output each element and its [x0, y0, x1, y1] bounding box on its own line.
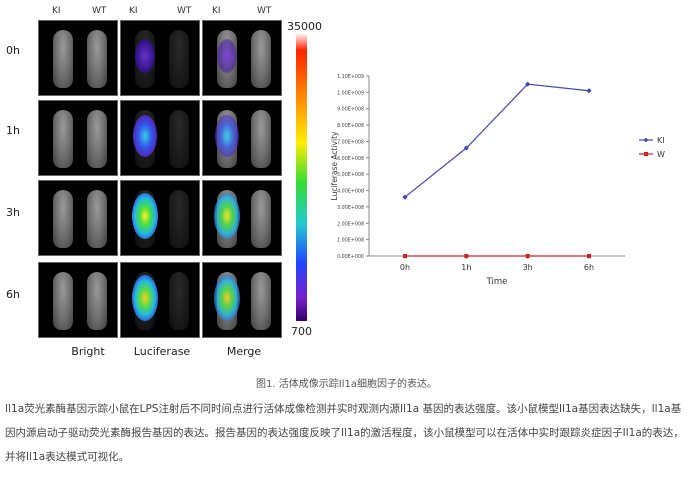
col-head-ki: KI — [212, 6, 221, 16]
y-tick-label: 1.00E+008 — [337, 238, 364, 244]
col-head-wt: WT — [177, 6, 192, 16]
luciferase-panel-1h — [120, 100, 200, 176]
merge-panel-6h — [202, 262, 282, 338]
legend-label-wt: WT — [657, 150, 665, 159]
scale-min-label: 700 — [291, 325, 312, 338]
merge-label: Merge — [226, 345, 262, 358]
luciferase-panel-3h — [120, 180, 200, 256]
bright-panel-6h — [38, 262, 118, 338]
col-head-wt: WT — [92, 6, 107, 16]
x-tick-label: 0h — [400, 263, 410, 272]
figure-panel: KI WT KI WT KI WT 0h 1h 3h 6h — [6, 6, 665, 358]
data-point-wt — [525, 254, 530, 258]
row-label-3h: 3h — [6, 206, 20, 219]
row-label-0h: 0h — [6, 44, 20, 57]
data-point-ki — [402, 194, 408, 200]
data-point-ki — [586, 88, 592, 94]
luciferase-label: Luciferase — [133, 345, 191, 358]
merge-panel-1h — [202, 100, 282, 176]
y-tick-label: 8.00E+008 — [337, 123, 364, 129]
col-head-wt: WT — [257, 6, 272, 16]
bright-panel-3h — [38, 180, 118, 256]
y-tick-label: 7.00E+008 — [337, 139, 364, 145]
bright-panel-0h — [38, 20, 118, 96]
y-axis-label: Luciferase Activity — [330, 131, 339, 200]
row-label-6h: 6h — [6, 288, 20, 301]
col-head-ki: KI — [52, 6, 61, 16]
col-head-ki: KI — [129, 6, 138, 16]
y-tick-label: 2.00E+008 — [337, 221, 364, 227]
y-tick-label: 4.00E+008 — [337, 189, 364, 195]
x-axis-label: Time — [486, 277, 508, 287]
merge-panel-0h — [202, 20, 282, 96]
data-point-wt — [587, 254, 591, 258]
luciferase-panel-6h — [120, 262, 200, 338]
x-tick-label: 3h — [523, 263, 533, 272]
y-tick-label: 9.00E+008 — [337, 107, 364, 113]
y-tick-label: 3.00E+008 — [337, 205, 364, 211]
y-tick-label: 0.00E+000 — [337, 254, 364, 260]
legend-marker-ki — [643, 137, 649, 143]
data-point-wt — [403, 254, 407, 258]
description-paragraph: Il1a荧光素酶基因示踪小鼠在LPS注射后不同时间点进行活体成像检测并实时观测内… — [5, 403, 684, 463]
row-label-1h: 1h — [6, 124, 20, 137]
bright-label: Bright — [71, 345, 105, 358]
figure-caption: 图1. 活体成像示踪Il1a细胞因子的表达。 — [256, 379, 437, 390]
x-tick-label: 6h — [584, 263, 594, 272]
y-tick-label: 1.10E+009 — [337, 74, 364, 80]
merge-panel-3h — [202, 180, 282, 256]
bright-panel-1h — [38, 100, 118, 176]
luciferase-panel-0h — [120, 20, 200, 96]
data-point-wt — [464, 254, 469, 258]
y-tick-label: 6.00E+008 — [337, 156, 364, 162]
y-tick-label: 1.00E+009 — [337, 90, 364, 96]
color-scale-bar — [296, 33, 307, 321]
series-line-ki — [404, 83, 590, 198]
legend-marker-wt — [644, 152, 648, 156]
scale-max-label: 35000 — [287, 20, 322, 33]
y-tick-label: 5.00E+008 — [337, 172, 364, 178]
luciferase-line-chart: 0.00E+000 1.00E+008 2.00E+008 3.00E+008 4.00… — [330, 74, 665, 287]
legend-label-ki: KI — [657, 136, 665, 145]
x-tick-label: 1h — [461, 263, 471, 272]
